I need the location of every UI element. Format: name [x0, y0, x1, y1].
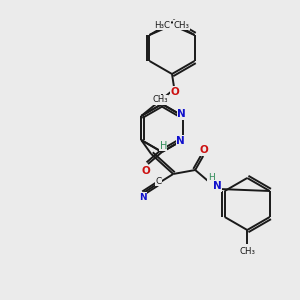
Text: H₃C: H₃C: [154, 20, 170, 29]
Text: CH₃: CH₃: [239, 247, 255, 256]
Text: H: H: [160, 141, 167, 151]
Text: CH₃: CH₃: [173, 20, 190, 29]
Text: N: N: [176, 136, 185, 146]
Text: O: O: [200, 145, 208, 155]
Text: N: N: [140, 193, 147, 202]
Text: CH₃: CH₃: [152, 95, 168, 104]
Text: N: N: [213, 181, 222, 191]
Text: O: O: [142, 166, 150, 176]
Text: O: O: [171, 87, 179, 97]
Text: H: H: [208, 173, 214, 182]
Text: N: N: [177, 109, 186, 119]
Text: C: C: [155, 176, 161, 185]
